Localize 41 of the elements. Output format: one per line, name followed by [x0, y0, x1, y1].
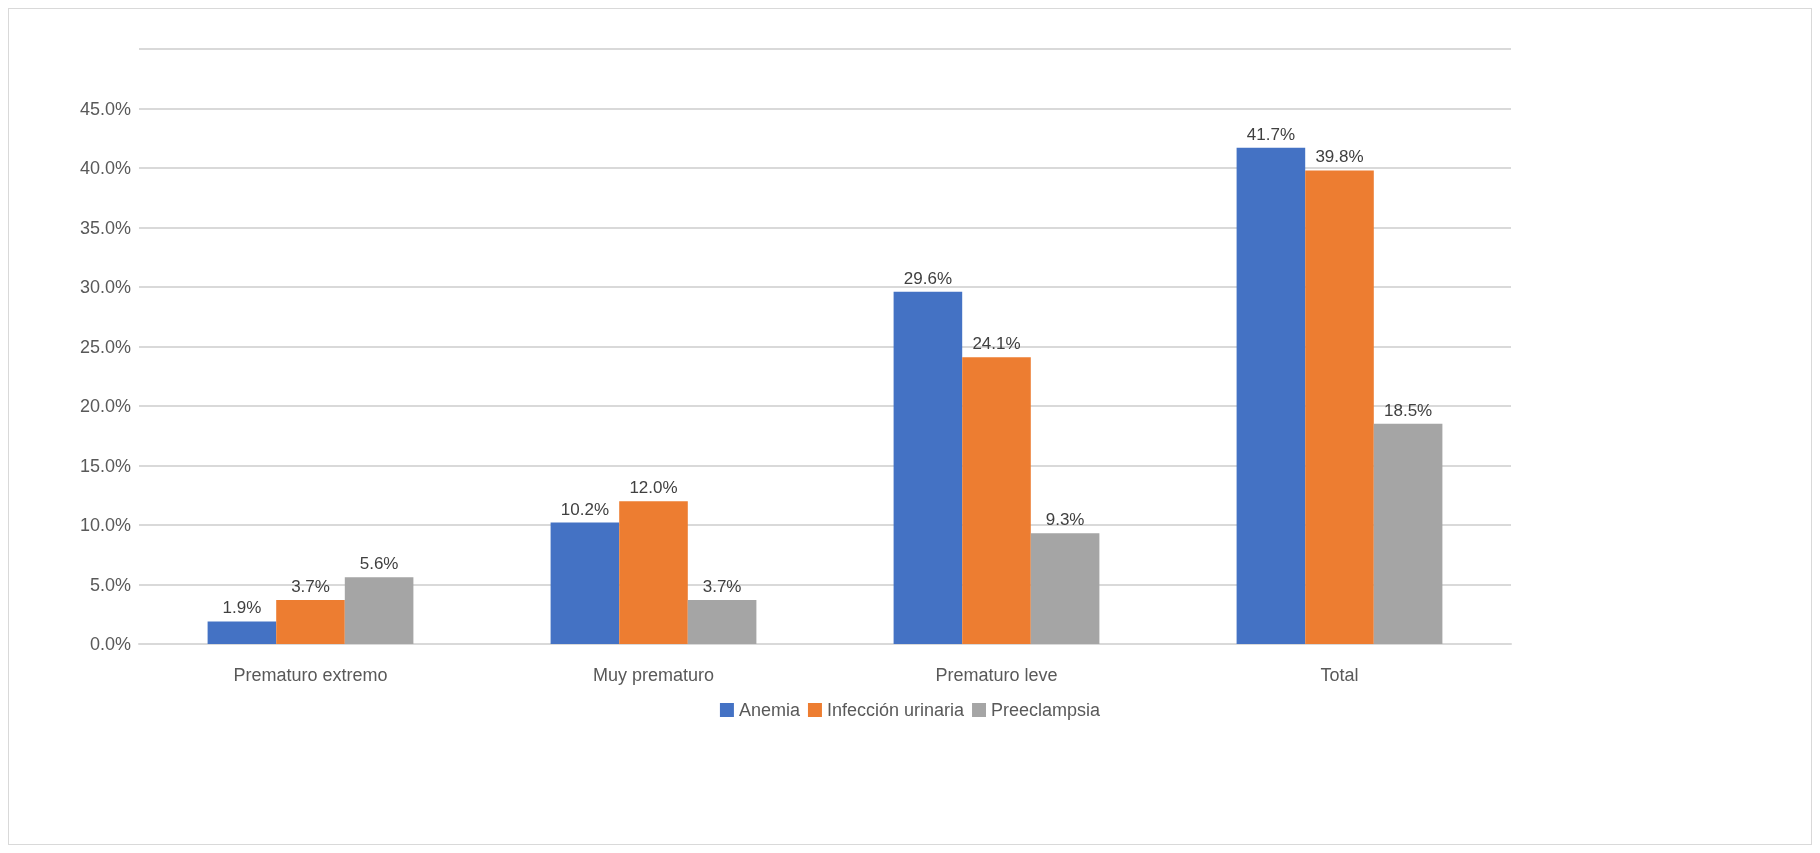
bar: [619, 501, 688, 644]
y-tick-label: 20.0%: [79, 396, 131, 416]
y-tick-label: 45.0%: [79, 98, 131, 119]
data-label: 5.6%: [359, 554, 399, 574]
data-label: 1.9%: [222, 598, 262, 618]
y-tick-label: 30.0%: [79, 277, 131, 297]
y-tick-label: 40.0%: [79, 158, 131, 178]
legend-label: Infección urinaria: [826, 700, 966, 720]
bar: [1373, 423, 1443, 644]
x-tick-label: Muy prematuro: [592, 665, 715, 685]
x-tick-label: Total: [1320, 665, 1359, 685]
x-tick-label: Prematuro extremo: [233, 665, 388, 685]
data-label: 18.5%: [1384, 400, 1433, 420]
data-label: 41.7%: [1246, 124, 1295, 144]
y-tick-label: 35.0%: [79, 217, 131, 238]
bar: [207, 621, 277, 644]
y-tick-label: 15.0%: [79, 455, 131, 476]
data-label: 9.3%: [1045, 510, 1085, 530]
bar: [550, 522, 620, 644]
y-tick-label: 25.0%: [79, 336, 131, 357]
bar: [344, 577, 414, 644]
bar: [962, 357, 1031, 644]
data-label: 12.0%: [629, 478, 678, 498]
bar: [1305, 170, 1374, 644]
data-label: 3.7%: [291, 576, 330, 596]
bar: [1030, 533, 1100, 644]
y-tick-label: 5.0%: [89, 574, 131, 595]
y-tick-label: 10.0%: [79, 515, 131, 535]
data-label: 3.7%: [702, 576, 742, 596]
x-tick-label: Prematuro leve: [935, 665, 1058, 685]
data-label: 39.8%: [1315, 147, 1364, 167]
data-label: 10.2%: [560, 499, 609, 519]
bar: [276, 599, 345, 644]
data-label: 29.6%: [903, 268, 952, 288]
legend-label: Anemia: [738, 700, 801, 720]
bar: [893, 291, 963, 644]
bar: [1236, 147, 1306, 644]
data-label: 24.1%: [972, 334, 1021, 354]
y-tick-label: 0.0%: [89, 634, 131, 654]
legend-label: Preeclampsia: [991, 700, 1102, 720]
bar: [687, 599, 757, 644]
